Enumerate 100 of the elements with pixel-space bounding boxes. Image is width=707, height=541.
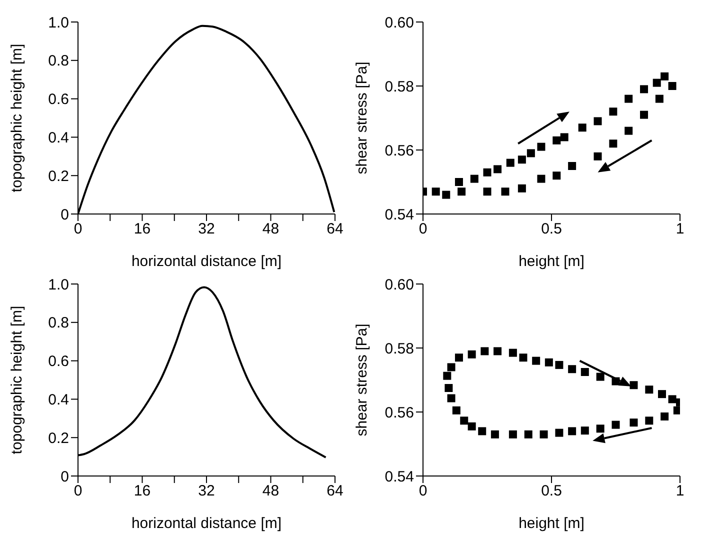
y-axis-title: shear stress [Pa] bbox=[353, 324, 370, 436]
point bbox=[630, 381, 638, 390]
point bbox=[668, 395, 676, 404]
point bbox=[483, 168, 492, 176]
y-tick-label: 0.6 bbox=[48, 353, 69, 370]
point bbox=[454, 354, 463, 362]
point bbox=[540, 430, 548, 438]
point bbox=[524, 430, 532, 438]
point bbox=[480, 347, 489, 356]
point bbox=[555, 360, 564, 369]
x-tick-label: 48 bbox=[262, 220, 280, 238]
point bbox=[594, 117, 602, 126]
x-tick-label: 32 bbox=[198, 220, 215, 238]
point bbox=[501, 188, 510, 196]
y-tick-label: 0.58 bbox=[384, 340, 414, 358]
y-tick-label: 0.4 bbox=[48, 130, 69, 147]
y-tick-label: 0.2 bbox=[48, 168, 69, 185]
y-tick-label: 1.0 bbox=[48, 276, 69, 294]
point bbox=[673, 406, 680, 414]
point bbox=[624, 94, 633, 103]
y-tick-label: 0.54 bbox=[384, 206, 414, 224]
y-tick-label: 0.60 bbox=[384, 276, 414, 294]
point bbox=[494, 347, 502, 356]
point bbox=[470, 174, 478, 183]
point bbox=[444, 384, 453, 392]
y-tick-label: 0.8 bbox=[48, 314, 69, 332]
point bbox=[506, 158, 514, 167]
x-tick-label: 0 bbox=[418, 482, 428, 500]
y-tick-label: 0.60 bbox=[384, 14, 414, 32]
x-tick-label: 64 bbox=[326, 482, 344, 500]
x-tick-label: 1 bbox=[676, 220, 684, 238]
point bbox=[454, 178, 463, 186]
x-tick-label: 16 bbox=[134, 220, 151, 238]
y-tick-label: 0 bbox=[60, 206, 69, 224]
point bbox=[490, 430, 499, 438]
y-tick-label: 0.56 bbox=[384, 404, 414, 422]
point bbox=[544, 358, 553, 366]
point bbox=[668, 82, 676, 90]
y-axis-title: shear stress [Pa] bbox=[353, 62, 370, 174]
x-tick-label: 32 bbox=[198, 482, 215, 500]
point bbox=[580, 368, 589, 376]
y-tick-label: 0.8 bbox=[48, 52, 69, 70]
x-tick-label: 1 bbox=[676, 482, 684, 500]
point bbox=[552, 136, 561, 144]
x-tick-label: 16 bbox=[134, 482, 151, 500]
point bbox=[526, 149, 535, 158]
point bbox=[555, 428, 564, 437]
point bbox=[468, 350, 476, 358]
point bbox=[580, 426, 589, 435]
point bbox=[442, 190, 450, 199]
point bbox=[609, 140, 618, 148]
point bbox=[630, 418, 638, 427]
point bbox=[537, 174, 546, 183]
x-tick-label: 0 bbox=[74, 482, 82, 500]
point bbox=[468, 422, 476, 430]
point bbox=[594, 152, 602, 160]
x-tick-label: 0.5 bbox=[541, 482, 562, 500]
x-axis-title: horizontal distance [m] bbox=[131, 253, 282, 270]
point bbox=[568, 427, 576, 436]
point bbox=[508, 348, 517, 357]
x-axis-title: height [m] bbox=[518, 253, 584, 270]
y-tick-label: 0.56 bbox=[384, 142, 414, 160]
point bbox=[518, 184, 526, 192]
y-tick-label: 0.54 bbox=[384, 468, 414, 486]
point bbox=[478, 427, 486, 436]
point bbox=[612, 420, 620, 429]
point bbox=[660, 412, 669, 420]
x-tick-label: 48 bbox=[262, 482, 280, 500]
point bbox=[452, 406, 460, 414]
point bbox=[568, 365, 576, 374]
point bbox=[443, 372, 452, 380]
point bbox=[508, 430, 517, 438]
point bbox=[483, 188, 492, 196]
point bbox=[609, 108, 618, 116]
point bbox=[537, 142, 546, 151]
x-tick-label: 0.5 bbox=[541, 220, 562, 238]
point bbox=[432, 188, 440, 196]
point bbox=[560, 133, 568, 142]
point bbox=[652, 78, 661, 87]
point bbox=[596, 372, 604, 381]
y-tick-label: 0.6 bbox=[48, 91, 69, 108]
point bbox=[655, 94, 664, 103]
point bbox=[645, 386, 654, 394]
x-axis-title: horizontal distance [m] bbox=[131, 515, 282, 532]
point bbox=[458, 188, 466, 196]
point bbox=[447, 363, 456, 372]
point bbox=[447, 394, 456, 402]
y-tick-label: 0 bbox=[60, 468, 69, 486]
point bbox=[568, 162, 576, 170]
y-tick-label: 0.58 bbox=[384, 78, 414, 96]
x-tick-label: 64 bbox=[326, 220, 344, 238]
point bbox=[552, 172, 561, 180]
point bbox=[596, 424, 604, 433]
point bbox=[519, 354, 528, 362]
point bbox=[640, 85, 648, 94]
y-axis-title: topographic height [m] bbox=[8, 44, 26, 192]
point bbox=[578, 124, 586, 132]
x-tick-label: 0 bbox=[74, 220, 82, 238]
x-axis-title: height [m] bbox=[518, 515, 584, 532]
point bbox=[624, 126, 633, 135]
